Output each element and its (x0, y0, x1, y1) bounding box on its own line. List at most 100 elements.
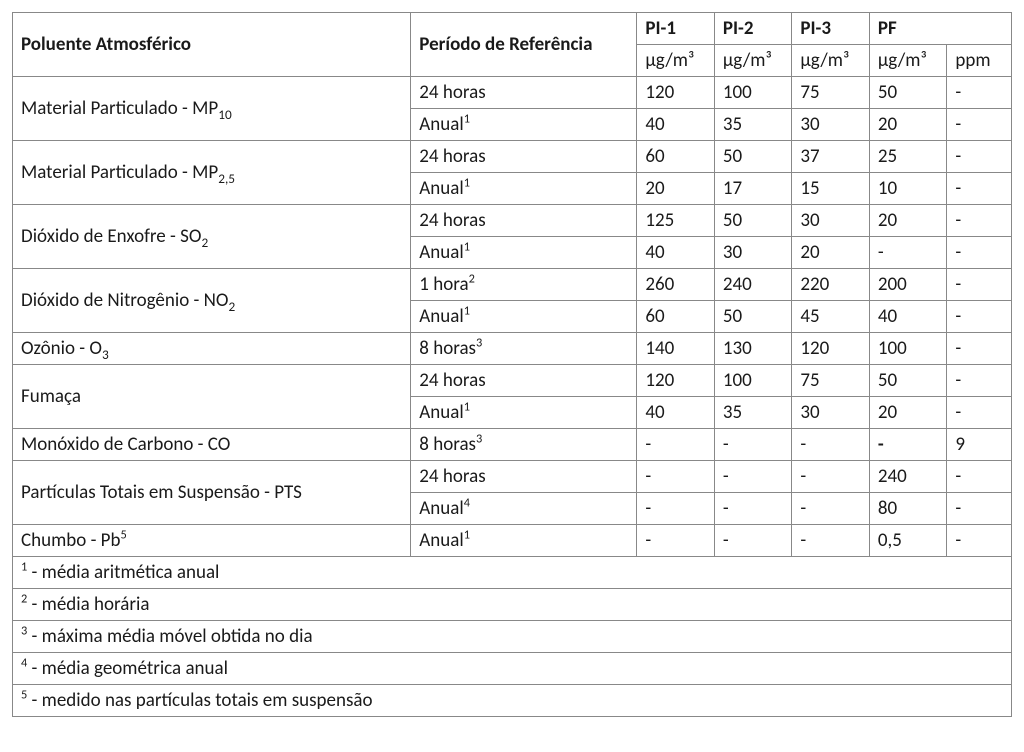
value-cell: - (714, 493, 792, 525)
value-cell: 120 (637, 365, 715, 397)
value-cell: - (869, 237, 947, 269)
period-cell: 24 horas (411, 461, 637, 493)
pollutant-cell: Monóxido de Carbono - CO (13, 429, 411, 461)
value-cell: 35 (714, 397, 792, 429)
value-cell: 120 (792, 333, 870, 365)
value-cell: 100 (869, 333, 947, 365)
period-cell: 8 horas3 (411, 429, 637, 461)
header-pi1: PI-1 (637, 13, 715, 45)
value-cell: 35 (714, 109, 792, 141)
value-cell: 260 (637, 269, 715, 301)
value-cell: 20 (792, 237, 870, 269)
period-cell: 24 horas (411, 77, 637, 109)
value-cell: - (792, 461, 870, 493)
value-cell: 40 (637, 237, 715, 269)
value-cell: 37 (792, 141, 870, 173)
value-cell: - (947, 237, 1012, 269)
value-cell: 30 (792, 205, 870, 237)
value-cell: 200 (869, 269, 947, 301)
footnote-cell: 4 - média geométrica anual (13, 653, 1012, 685)
value-cell: 0,5 (869, 525, 947, 557)
pollutant-cell: Dióxido de Enxofre - SO2 (13, 205, 411, 269)
value-cell: - (637, 461, 715, 493)
value-cell: - (947, 205, 1012, 237)
header-pf: PF (869, 13, 1011, 45)
value-cell: - (637, 429, 715, 461)
footnote-cell: 2 - média horária (13, 589, 1012, 621)
value-cell: 45 (792, 301, 870, 333)
period-cell: 24 horas (411, 365, 637, 397)
value-cell: - (947, 397, 1012, 429)
period-cell: Anual1 (411, 397, 637, 429)
value-cell: 9 (947, 429, 1012, 461)
value-cell: 20 (869, 397, 947, 429)
unit-pf-ug: µg/m³ (869, 45, 947, 77)
period-cell: Anual1 (411, 525, 637, 557)
footnote-cell: 3 - máxima média móvel obtida no dia (13, 621, 1012, 653)
value-cell: 30 (792, 397, 870, 429)
value-cell: 50 (714, 301, 792, 333)
value-cell: 50 (714, 205, 792, 237)
table-row: Material Particulado - MP1024 horas12010… (13, 77, 1012, 109)
footnote-row: 2 - média horária (13, 589, 1012, 621)
period-cell: 1 hora2 (411, 269, 637, 301)
value-cell: 80 (869, 493, 947, 525)
table-row: Dióxido de Enxofre - SO224 horas12550302… (13, 205, 1012, 237)
value-cell: - (947, 525, 1012, 557)
value-cell: 50 (869, 77, 947, 109)
value-cell: 240 (714, 269, 792, 301)
period-cell: 24 horas (411, 141, 637, 173)
period-cell: Anual4 (411, 493, 637, 525)
footnote-row: 5 - medido nas partículas totais em susp… (13, 685, 1012, 717)
header-pollutant: Poluente Atmosférico (13, 13, 411, 77)
value-cell: 40 (637, 109, 715, 141)
value-cell: 140 (637, 333, 715, 365)
table-row: Monóxido de Carbono - CO8 horas3----9 (13, 429, 1012, 461)
pollutant-cell: Dióxido de Nitrogênio - NO2 (13, 269, 411, 333)
value-cell: - (869, 429, 947, 461)
value-cell: 40 (869, 301, 947, 333)
air-quality-standards-table: Poluente Atmosférico Período de Referênc… (12, 12, 1012, 717)
period-cell: Anual1 (411, 173, 637, 205)
table-header: Poluente Atmosférico Período de Referênc… (13, 13, 1012, 77)
value-cell: 30 (792, 109, 870, 141)
value-cell: - (947, 461, 1012, 493)
value-cell: 60 (637, 301, 715, 333)
period-cell: 24 horas (411, 205, 637, 237)
value-cell: 100 (714, 365, 792, 397)
period-cell: Anual1 (411, 109, 637, 141)
footnote-row: 4 - média geométrica anual (13, 653, 1012, 685)
value-cell: - (947, 365, 1012, 397)
value-cell: 20 (637, 173, 715, 205)
value-cell: - (792, 493, 870, 525)
period-cell: 8 horas3 (411, 333, 637, 365)
header-pi2: PI-2 (714, 13, 792, 45)
table-row: Fumaça24 horas1201007550- (13, 365, 1012, 397)
unit-pi3: µg/m³ (792, 45, 870, 77)
value-cell: 220 (792, 269, 870, 301)
value-cell: - (792, 525, 870, 557)
table-row: Partículas Totais em Suspensão - PTS24 h… (13, 461, 1012, 493)
table-row: Ozônio - O38 horas3140130120100- (13, 333, 1012, 365)
value-cell: - (947, 173, 1012, 205)
value-cell: - (947, 141, 1012, 173)
pollutant-cell: Chumbo - Pb5 (13, 525, 411, 557)
table-row: Dióxido de Nitrogênio - NO21 hora2260240… (13, 269, 1012, 301)
header-period: Período de Referência (411, 13, 637, 77)
value-cell: - (637, 525, 715, 557)
header-row-1: Poluente Atmosférico Período de Referênc… (13, 13, 1012, 45)
value-cell: 30 (714, 237, 792, 269)
value-cell: 10 (869, 173, 947, 205)
value-cell: - (947, 493, 1012, 525)
value-cell: - (947, 77, 1012, 109)
period-cell: Anual1 (411, 301, 637, 333)
pollutant-cell: Material Particulado - MP10 (13, 77, 411, 141)
table-row: Chumbo - Pb5Anual1---0,5- (13, 525, 1012, 557)
value-cell: - (714, 525, 792, 557)
value-cell: 25 (869, 141, 947, 173)
value-cell: 125 (637, 205, 715, 237)
value-cell: 40 (637, 397, 715, 429)
value-cell: 75 (792, 77, 870, 109)
unit-pi1: µg/m³ (637, 45, 715, 77)
value-cell: - (637, 493, 715, 525)
